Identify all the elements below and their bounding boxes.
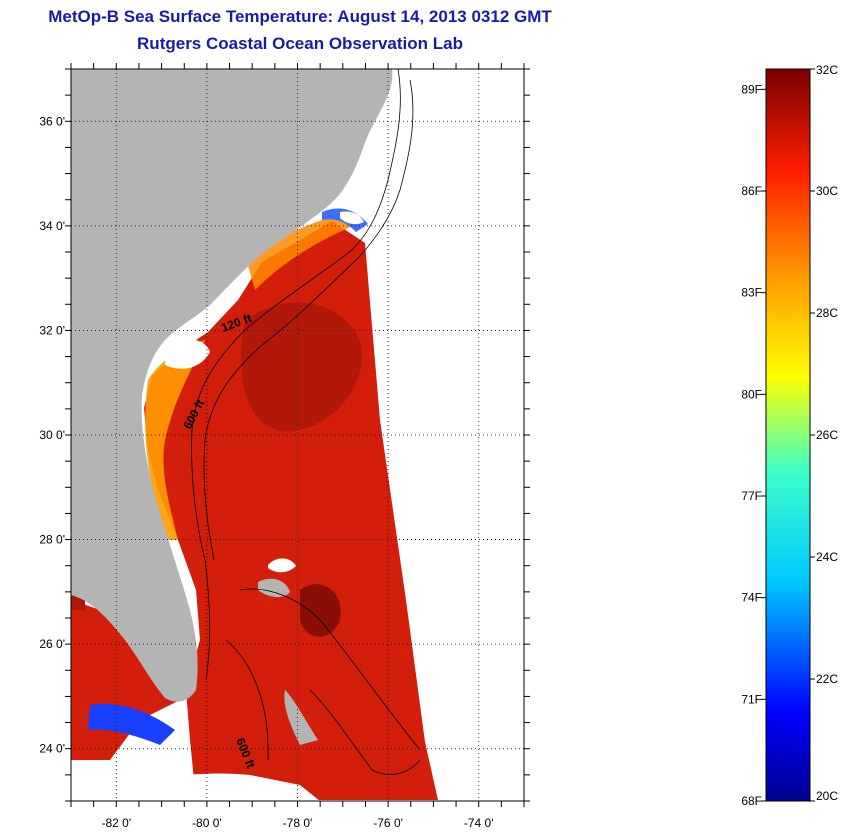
colorbar-c-label: 28C [816,306,838,320]
lat-tick-label: 26 0' [39,637,65,651]
lon-tick-label: -74 0' [464,816,494,830]
colorbar-ticks: 32C 30C 28C 26C 24C 22C 20C 89F 86F 83F 80F 77F 74F 7… [741,63,838,808]
sst-coastal-band-north [245,215,355,290]
colorbar-f-label: 77F [741,489,762,503]
map-title: MetOp-B Sea Surface Temperature: August … [48,7,552,26]
sst-coastal-warm-band [145,340,205,540]
sst-hot-patch [300,584,341,637]
colorbar-f-label: 71F [741,692,762,706]
colorbar-c-label: 22C [816,672,838,686]
colorbar-f-label: 68F [741,794,762,808]
sst-swath [144,221,438,800]
colorbar-f-label: 83F [741,286,762,300]
sst-cool-patch-gulf [88,703,175,745]
colorbar-f-label: 74F [741,591,762,605]
lat-tick-label: 34 0' [39,219,65,233]
colorbar-c-label: 26C [816,428,838,442]
island-andros [284,690,318,745]
axis-ticks [65,63,530,807]
no-data-cuba [100,773,320,801]
sst-warm-core [241,302,362,432]
no-data-cloud-bahamas [268,558,296,573]
no-data-cloud-coast [165,339,210,369]
lon-tick-label: -76 0' [373,816,403,830]
colorbar-c-label: 24C [816,550,838,564]
colorbar-c-label: 30C [816,184,838,198]
axis-labels: -82 0' -80 0' -78 0' -76 0' -74 0' 36 0' 34 0'… [39,114,493,830]
lat-tick-label: 28 0' [39,533,65,547]
colorbar-f-label: 89F [741,82,762,96]
lon-tick-label: -80 0' [192,816,222,830]
lon-tick-label: -78 0' [283,816,313,830]
colorbar-f-label: 80F [741,387,762,401]
lat-tick-label: 24 0' [39,742,65,756]
lat-tick-label: 36 0' [39,114,65,128]
land-mass [71,69,393,702]
island-grand-bahama [258,578,290,598]
colorbar-f-label: 86F [741,184,762,198]
lon-tick-label: -82 0' [101,816,131,830]
bathymetry-contours [191,69,421,775]
colorbar-c-label: 32C [816,63,838,77]
colorbar-c-label: 20C [816,789,838,803]
map-subtitle: Rutgers Coastal Ocean Observation Lab [137,34,463,53]
lat-tick-label: 30 0' [39,428,65,442]
lat-tick-label: 32 0' [39,323,65,337]
colorbar [765,68,811,802]
no-data-cloud-capes [340,211,364,225]
